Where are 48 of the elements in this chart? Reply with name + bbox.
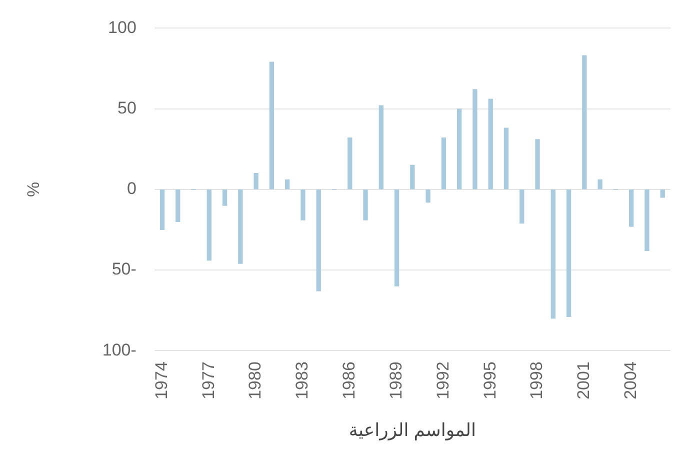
y-tick-label: 100 (108, 18, 136, 37)
y-tick-label: 0 (126, 179, 136, 198)
bar (426, 190, 430, 203)
bar (457, 108, 462, 190)
bar (520, 190, 524, 224)
bar (378, 105, 384, 190)
x-tick-label: 1989 (386, 362, 406, 400)
x-tick-label: 2001 (574, 362, 594, 400)
x-tick-label: 1974 (152, 362, 171, 400)
x-tick-label: 1986 (340, 362, 359, 400)
bar (535, 139, 540, 190)
bar (488, 98, 493, 190)
y-tick-label: 100- (102, 340, 136, 360)
x-tick-label: 2004 (621, 362, 640, 400)
bar (206, 190, 212, 261)
bar (285, 179, 290, 190)
x-tick-label: 1977 (198, 362, 218, 400)
x-tick-label: 1998 (527, 362, 546, 400)
bar (566, 190, 572, 318)
bar (300, 190, 306, 220)
bar (644, 190, 650, 251)
bar (316, 190, 321, 292)
bar (628, 190, 634, 227)
bar (441, 137, 446, 190)
bar (550, 190, 556, 319)
y-axis-title: % (24, 182, 43, 197)
bar (363, 190, 368, 220)
bar (160, 190, 165, 230)
x-tick-label: 1995 (480, 362, 500, 400)
x-tick-label: 1983 (292, 362, 312, 400)
x-axis-title: المواسم الزراعية (348, 420, 476, 442)
bar (410, 164, 415, 190)
bar (348, 137, 352, 190)
bar (394, 190, 400, 286)
bar (582, 55, 587, 190)
bar (269, 62, 274, 190)
bar (504, 128, 509, 190)
bar (598, 179, 602, 190)
bar (222, 190, 228, 206)
bar (472, 89, 478, 190)
bar (176, 190, 180, 222)
y-tick-label: 50 (118, 98, 136, 118)
bar (660, 190, 665, 198)
y-tick-label: 50- (112, 260, 136, 279)
bar (238, 190, 243, 264)
x-tick-label: 1980 (246, 362, 265, 400)
bar (254, 172, 258, 190)
x-tick-label: 1992 (433, 362, 452, 400)
